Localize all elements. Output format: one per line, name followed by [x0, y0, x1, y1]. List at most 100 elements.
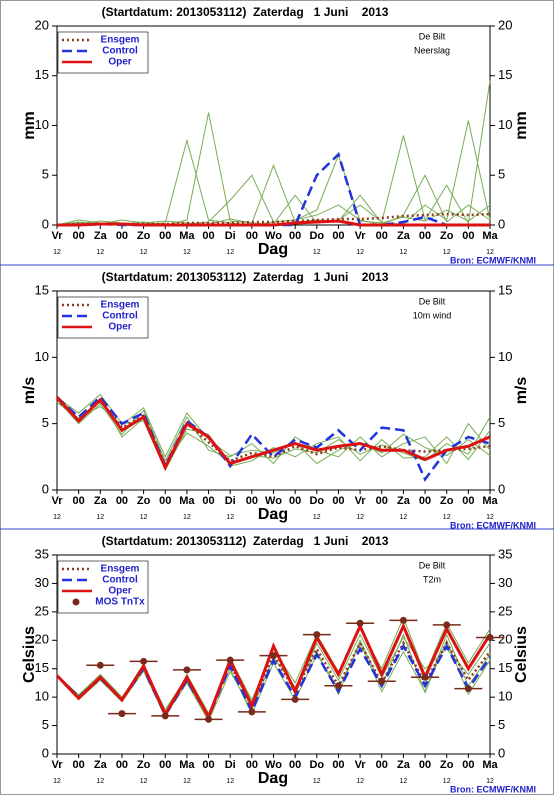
x-sublabel: 12: [400, 778, 408, 785]
x-tick-label: 00: [289, 495, 301, 507]
mos-dot: [486, 633, 494, 641]
mos-dot: [464, 685, 472, 693]
x-tick-label: 00: [376, 230, 388, 242]
x-sublabel: 12: [443, 514, 451, 521]
legend-label: Oper: [108, 57, 131, 68]
y-tick-label: 20: [498, 17, 512, 32]
x-tick-label: 00: [159, 495, 171, 507]
y-tick-label: 30: [35, 575, 49, 590]
y-tick-label: 10: [498, 117, 512, 132]
y-axis-label: m/s: [21, 377, 38, 405]
x-tick-label: 00: [246, 230, 258, 242]
x-axis-label: Dag: [258, 770, 288, 787]
y-tick-label: 10: [498, 349, 512, 364]
y-tick-label: 5: [42, 717, 49, 732]
x-sublabel: 12: [183, 249, 191, 256]
x-sublabel: 12: [313, 778, 321, 785]
x-tick-label: 00: [202, 495, 214, 507]
x-tick-label: 00: [289, 230, 301, 242]
y-tick-label: 0: [42, 481, 49, 496]
x-tick-label: 00: [462, 495, 474, 507]
x-sublabel: 12: [356, 514, 364, 521]
y-tick-label: 0: [42, 745, 49, 760]
x-sublabel: 12: [96, 778, 104, 785]
legend-label: Control: [102, 575, 138, 586]
series-line: [56, 398, 491, 468]
x-tick-label: 00: [116, 230, 128, 242]
source: Bron: ECMWF/KNMI: [450, 520, 536, 530]
y-tick-label: 5: [42, 415, 49, 430]
y-axis-label: Celsius: [21, 626, 38, 683]
x-tick-label: 00: [419, 495, 431, 507]
x-tick-label: 00: [202, 230, 214, 242]
ensemble-member: [56, 80, 491, 226]
y-tick-label: 10: [35, 117, 49, 132]
x-tick-label: Zo: [440, 230, 454, 242]
x-tick-label: Za: [94, 495, 108, 507]
location: De Bilt: [419, 296, 446, 306]
x-sublabel: 12: [53, 514, 61, 521]
x-sublabel: 12: [140, 249, 148, 256]
mos-dot: [96, 661, 104, 669]
x-tick-label: 00: [159, 759, 171, 771]
x-tick-label: 00: [462, 230, 474, 242]
x-tick-label: Do: [309, 230, 324, 242]
x-tick-label: 00: [462, 759, 474, 771]
x-sublabel: 12: [140, 514, 148, 521]
x-sublabel: 12: [270, 249, 278, 256]
x-sublabel: 12: [226, 514, 234, 521]
x-tick-label: Do: [309, 759, 324, 771]
x-tick-label: Ma: [179, 759, 195, 771]
mos-dot: [399, 616, 407, 624]
y-tick-label: 30: [498, 575, 512, 590]
x-sublabel: 12: [313, 514, 321, 521]
mos-dot: [334, 682, 342, 690]
y-tick-label: 20: [498, 632, 512, 647]
x-sublabel: 12: [270, 778, 278, 785]
x-tick-label: 00: [246, 759, 258, 771]
series-line: [56, 212, 491, 227]
y-axis-label: mm: [21, 111, 38, 139]
x-sublabel: 12: [356, 778, 364, 785]
x-tick-label: 00: [159, 230, 171, 242]
x-tick-label: Vr: [355, 495, 367, 507]
legend-label: Control: [102, 46, 138, 57]
y-axis-label: m/s: [513, 377, 530, 405]
y-tick-label: 0: [498, 745, 505, 760]
variable: 10m wind: [413, 310, 452, 320]
ensemble-member: [56, 397, 491, 465]
location: De Bilt: [419, 560, 446, 570]
x-sublabel: 12: [486, 514, 494, 521]
x-tick-label: Zo: [137, 495, 151, 507]
mos-dot: [421, 673, 429, 681]
y-tick-label: 25: [35, 603, 49, 618]
x-tick-label: Ma: [482, 230, 498, 242]
x-tick-label: Di: [225, 759, 236, 771]
mos-dot: [378, 677, 386, 685]
x-sublabel: 12: [53, 249, 61, 256]
x-sublabel: 12: [486, 778, 494, 785]
x-tick-label: Vr: [355, 230, 367, 242]
source: Bron: ECMWF/KNMI: [450, 255, 536, 265]
legend-label: Ensgem: [101, 300, 140, 311]
x-tick-label: Vr: [51, 759, 63, 771]
legend-label: Ensgem: [101, 564, 140, 575]
chart-title: (Startdatum: 2013053112) Zaterdag 1 Juni…: [102, 5, 389, 19]
series-line: [55, 622, 492, 721]
mos-dot: [356, 619, 364, 627]
x-tick-label: Za: [397, 759, 411, 771]
mos-dot: [270, 652, 277, 660]
series-line: [57, 219, 490, 227]
x-tick-label: Di: [225, 230, 236, 242]
x-tick-label: 00: [332, 230, 344, 242]
x-sublabel: 12: [486, 249, 494, 256]
x-tick-label: Ma: [482, 495, 498, 507]
x-tick-label: 00: [246, 495, 258, 507]
x-axis-label: Dag: [258, 506, 288, 523]
variable: Neerslag: [414, 45, 450, 55]
x-sublabel: 12: [96, 249, 104, 256]
y-tick-label: 5: [42, 167, 49, 182]
